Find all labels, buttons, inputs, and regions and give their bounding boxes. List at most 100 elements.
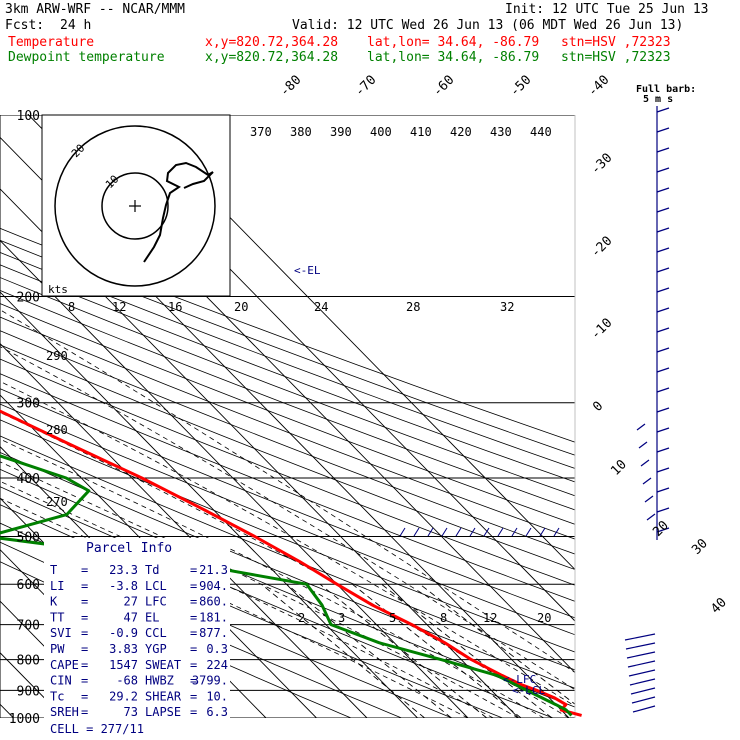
theta-label: 280 (46, 423, 68, 437)
parcel-label: Tc (50, 689, 64, 703)
isotherm-label: -20 (588, 234, 615, 261)
wind-barb (628, 669, 656, 677)
theta-e-label: 380 (290, 125, 312, 139)
kts-axis-label: kts (48, 283, 68, 296)
isotherm-label: 30 (689, 536, 711, 558)
moist-adiabat (0, 346, 575, 691)
full-barb-title: Full barb: (636, 84, 697, 95)
dewpoint-xy: x,y=820.72,364.28 (205, 50, 339, 65)
wind-barb (638, 441, 648, 449)
storm-motion-tick (399, 527, 406, 537)
wind-barb (656, 387, 670, 393)
isotherm-label: -80 (277, 73, 304, 100)
wind-barb-column (399, 106, 670, 713)
wind-barb (627, 660, 656, 668)
full-barb-unit: 5 m s (643, 94, 674, 105)
theta-e-label: 400 (370, 125, 392, 139)
storm-motion-tick (469, 527, 476, 537)
parcel-equals: = (190, 658, 197, 672)
dry-adiabat (0, 239, 575, 456)
theta-e-label: 430 (490, 125, 512, 139)
parcel-label: EL (145, 610, 159, 624)
wind-barb (656, 447, 670, 453)
speed-tick-label: 20 (234, 300, 248, 314)
theta-e-label: 410 (410, 125, 432, 139)
isotherm-label: -50 (507, 73, 534, 100)
dry-adiabat (0, 373, 575, 602)
parcel-equals: = (190, 674, 197, 688)
parcel-panel-bg (44, 538, 230, 718)
speed-tick-label: 8 (68, 300, 75, 314)
fcst-label: Fcst: (5, 18, 45, 33)
parcel-value: 0.3 (206, 642, 228, 656)
parcel-label: TT (50, 610, 64, 624)
parcel-label: SWEAT (145, 658, 181, 672)
dry-adiabat (0, 419, 575, 653)
wind-barb (656, 467, 670, 473)
parcel-equals: = (190, 705, 197, 719)
wind-barb (656, 247, 670, 253)
parcel-value: 29.2 (109, 689, 138, 703)
parcel-equals: = (190, 626, 197, 640)
init-time: Init: 12 UTC Tue 25 Jun 13 (505, 2, 709, 17)
wind-barb (656, 167, 670, 173)
parcel-value: 27 (124, 595, 138, 609)
parcel-label: LI (50, 579, 64, 593)
storm-motion-tick (427, 527, 434, 537)
parcel-label: CIN (50, 674, 72, 688)
profile-layer (0, 409, 582, 717)
wind-barb (626, 651, 656, 659)
parcel-value: 3799. (192, 674, 228, 688)
wind-barb (644, 495, 654, 503)
wind-barb (656, 327, 670, 333)
pressure-tick-label: 200 (17, 291, 40, 306)
temperature-stn: stn=HSV ,72323 (561, 35, 671, 50)
parcel-equals: = (190, 595, 197, 609)
temperature-legend: Temperature (8, 35, 95, 50)
parcel-label: LCL (145, 579, 167, 593)
mixing-ratio-line (261, 583, 425, 718)
parcel-value: 23.3 (109, 563, 138, 577)
isotherm-line (0, 600, 115, 718)
parcel-value: 1547 (109, 658, 138, 672)
parcel-equals: = (81, 705, 88, 719)
storm-motion-tick (553, 527, 560, 537)
temperature-latlon: lat,lon= 34.64, -86.79 (367, 35, 540, 50)
parcel-equals: = (190, 610, 197, 624)
pressure-tick-label: 900 (17, 684, 40, 699)
parcel-label: SREH (50, 705, 79, 719)
pressure-tick-label: 600 (17, 578, 40, 593)
wind-barb (656, 407, 670, 413)
wind-barb (656, 347, 670, 353)
parcel-label: K (50, 595, 58, 609)
pressure-tick-label: 400 (17, 472, 40, 487)
storm-motion-tick (539, 527, 546, 537)
moist-adiabat (0, 438, 544, 718)
lfc-label: <-LFC (503, 673, 536, 686)
parcel-value: 3.83 (109, 642, 138, 656)
mixing-ratio-label: 5 (389, 611, 396, 625)
mixing-ratio-label: 12 (483, 611, 497, 625)
isotherm-label: 40 (708, 595, 730, 617)
moist-adiabat (0, 309, 575, 673)
pressure-tick-label: 500 (17, 530, 40, 545)
parcel-value: 181. (199, 610, 228, 624)
wind-barb (625, 642, 656, 650)
theta-label: 290 (46, 349, 68, 363)
dry-adiabat (0, 358, 575, 586)
parcel-value: -0.9 (109, 626, 138, 640)
parcel-value: -68 (116, 674, 138, 688)
parcel-value: 47 (124, 610, 138, 624)
wind-barb (656, 267, 670, 273)
parcel-equals: = (81, 642, 88, 656)
dewpoint-profile (0, 454, 573, 717)
wind-barb (656, 227, 670, 233)
parcel-label: CAPE (50, 658, 79, 672)
theta-e-label: 370 (250, 125, 272, 139)
wind-barb (656, 287, 670, 293)
parcel-equals: = (81, 626, 88, 640)
parcel-value: 877. (199, 626, 228, 640)
mixing-ratio-line (286, 583, 452, 718)
wind-barb (656, 147, 670, 153)
